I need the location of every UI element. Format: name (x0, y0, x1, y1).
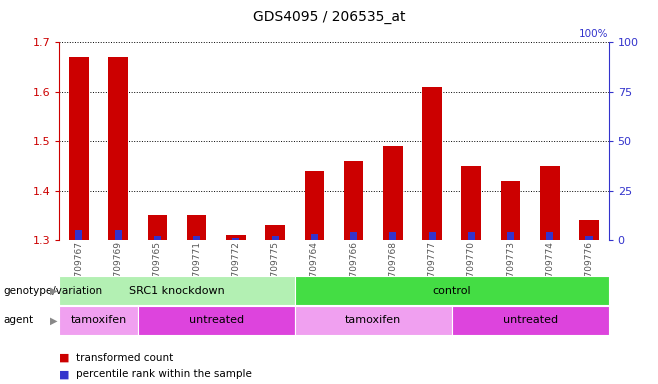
Text: GDS4095 / 206535_at: GDS4095 / 206535_at (253, 10, 405, 23)
Bar (451, 306, 609, 335)
Bar (59, 276, 295, 305)
Bar (226, 235, 245, 240)
Bar (114, 230, 122, 240)
Text: SRC1 knockdown: SRC1 knockdown (129, 286, 225, 296)
Bar (265, 225, 285, 240)
Bar (295, 306, 451, 335)
Bar (586, 236, 593, 240)
Bar (187, 215, 207, 240)
Text: percentile rank within the sample: percentile rank within the sample (76, 369, 251, 379)
Bar (193, 236, 200, 240)
Bar (501, 181, 520, 240)
Bar (468, 232, 475, 240)
Bar (579, 220, 599, 240)
Bar (147, 215, 167, 240)
Bar (154, 236, 161, 240)
Bar (350, 232, 357, 240)
Bar (272, 236, 278, 240)
Text: ▶: ▶ (50, 286, 58, 296)
Bar (540, 166, 559, 240)
Bar (390, 232, 396, 240)
Bar (343, 161, 363, 240)
Text: ▶: ▶ (50, 315, 58, 326)
Text: ■: ■ (59, 353, 70, 363)
Bar (109, 57, 128, 240)
Text: untreated: untreated (503, 315, 558, 326)
Bar (138, 306, 295, 335)
Bar (422, 87, 442, 240)
Text: genotype/variation: genotype/variation (3, 286, 103, 296)
Bar (59, 306, 138, 335)
Text: ■: ■ (59, 369, 70, 379)
Text: untreated: untreated (189, 315, 243, 326)
Bar (383, 146, 403, 240)
Bar (295, 276, 609, 305)
Text: transformed count: transformed count (76, 353, 173, 363)
Text: tamoxifen: tamoxifen (345, 315, 401, 326)
Bar (305, 171, 324, 240)
Bar (232, 238, 240, 240)
Bar (461, 166, 481, 240)
Text: tamoxifen: tamoxifen (70, 315, 126, 326)
Text: control: control (432, 286, 471, 296)
Bar (546, 232, 553, 240)
Bar (428, 232, 436, 240)
Bar (69, 57, 89, 240)
Text: agent: agent (3, 315, 34, 326)
Bar (311, 234, 318, 240)
Bar (75, 230, 82, 240)
Bar (507, 232, 514, 240)
Text: 100%: 100% (579, 29, 609, 39)
